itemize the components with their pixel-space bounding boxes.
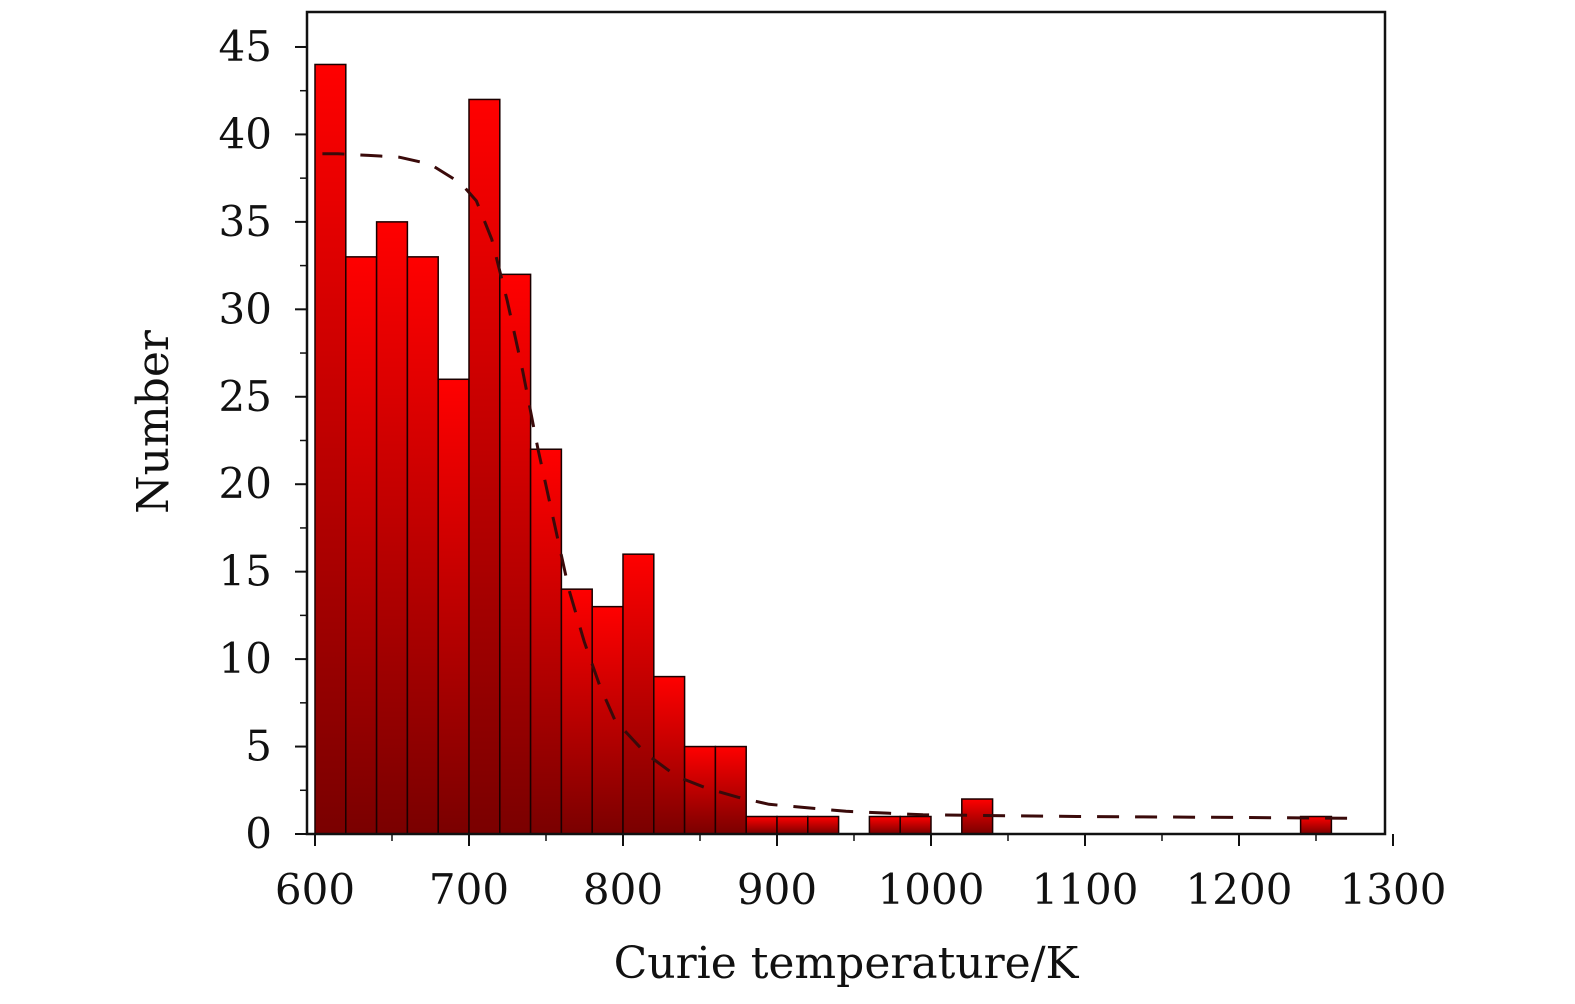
y-tick-label: 40: [219, 109, 272, 158]
y-tick-label: 15: [219, 547, 272, 596]
histogram-bar: [406, 256, 439, 835]
histogram-bar: [622, 553, 655, 835]
histogram-bar: [683, 745, 717, 835]
y-tick-label: 30: [219, 284, 272, 333]
histogram-bar: [314, 63, 347, 835]
x-tick-label: 800: [583, 865, 663, 914]
x-tick-label: 1200: [1186, 865, 1293, 914]
x-tick-label: 1300: [1340, 865, 1447, 914]
y-tick-label: 45: [219, 22, 272, 71]
bars-layer: [314, 63, 1333, 835]
x-axis-title: Curie temperature/K: [614, 938, 1080, 989]
histogram-bar: [868, 815, 901, 835]
histogram-bar: [529, 448, 563, 835]
tick-labels-layer: 600 700 800 900 1000 1100 1200 1300 0 5 10 15 20 25 30…: [219, 22, 1447, 914]
y-tick-label: 20: [219, 459, 272, 508]
histogram-bar: [745, 815, 778, 835]
histogram-bar: [560, 588, 593, 835]
histogram-bar: [499, 273, 532, 835]
histogram-bar: [714, 745, 747, 835]
plot-frame: [305, 10, 1387, 836]
x-tick-label: 1000: [878, 865, 985, 914]
histogram-bar: [345, 256, 378, 835]
histogram-bar: [899, 815, 932, 835]
y-tick-label: 10: [219, 634, 272, 683]
y-tick-label: 35: [219, 197, 272, 246]
histogram-bar: [776, 815, 809, 835]
histogram-bar: [375, 221, 409, 835]
x-tick-label: 1100: [1032, 865, 1139, 914]
histogram-bar: [437, 378, 470, 835]
y-tick-label: 0: [245, 809, 272, 858]
x-tick-label: 900: [737, 865, 817, 914]
x-tick-label: 700: [429, 865, 509, 914]
histogram-bar: [468, 98, 501, 835]
y-axis-title: Number: [128, 329, 179, 514]
y-tick-label: 5: [245, 722, 272, 771]
fit-curve: [322, 152, 1355, 820]
histogram-bar: [807, 815, 840, 835]
x-tick-label: 600: [275, 865, 355, 914]
histogram-bar: [653, 675, 686, 835]
fit-curve-layer: [322, 152, 1355, 820]
histogram-bar: [591, 605, 624, 835]
axes-layer: [295, 10, 1394, 846]
y-tick-label: 25: [219, 372, 272, 421]
